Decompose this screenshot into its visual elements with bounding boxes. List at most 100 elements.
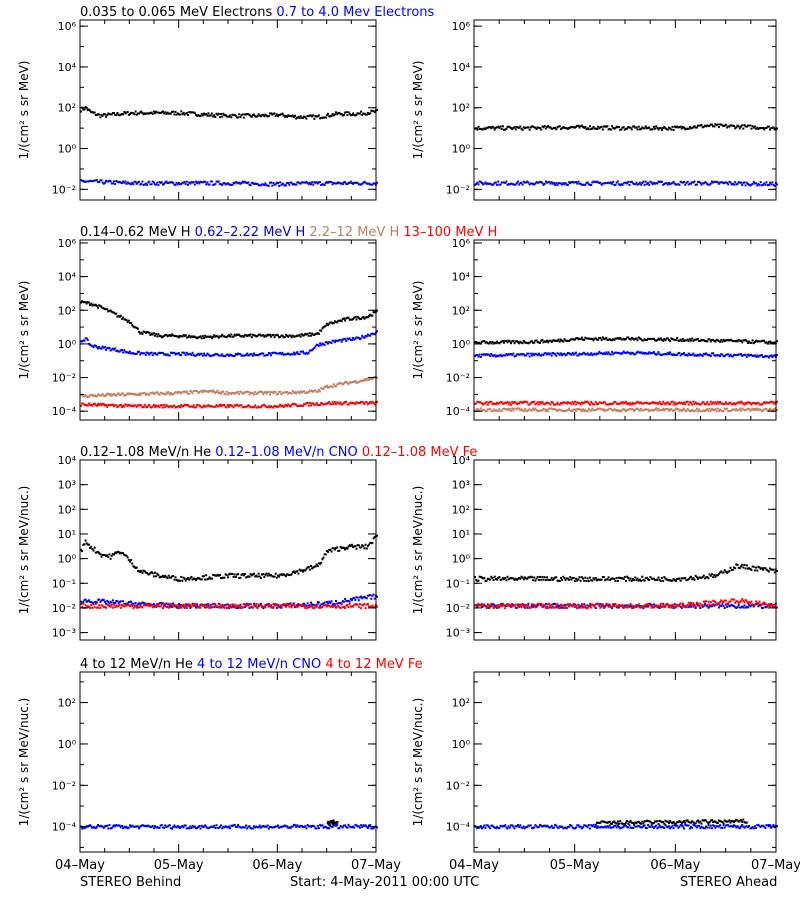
data-point — [678, 126, 681, 129]
data-point — [203, 112, 205, 115]
data-point — [297, 572, 300, 575]
data-point — [677, 402, 680, 404]
data-point — [303, 181, 306, 184]
data-point — [209, 603, 212, 606]
data-point — [114, 394, 117, 397]
data-point — [368, 594, 370, 597]
data-point — [510, 182, 512, 185]
data-point — [355, 381, 358, 384]
data-point — [657, 337, 660, 340]
data-point — [91, 180, 94, 183]
data-point — [376, 605, 378, 608]
data-point — [727, 410, 730, 413]
data-point — [619, 336, 622, 339]
data-point — [93, 111, 96, 114]
data-point — [662, 353, 665, 356]
data-point — [97, 393, 100, 396]
data-point — [176, 392, 179, 395]
data-point — [246, 182, 249, 185]
data-point — [333, 341, 336, 344]
data-point — [136, 393, 139, 396]
data-point — [596, 128, 598, 130]
data-point — [602, 607, 605, 609]
data-point — [716, 181, 719, 184]
data-point — [188, 334, 191, 337]
data-point — [156, 603, 159, 605]
data-point — [157, 333, 160, 336]
data-point — [527, 409, 530, 412]
data-point — [684, 354, 687, 357]
data-point — [719, 355, 722, 358]
data-point — [759, 181, 762, 184]
data-point — [180, 606, 183, 609]
data-point — [657, 180, 660, 183]
data-point — [373, 111, 376, 114]
data-point — [319, 606, 322, 609]
data-point — [97, 606, 100, 609]
data-point — [213, 354, 216, 356]
data-point — [271, 113, 274, 116]
data-point — [585, 400, 588, 403]
data-point — [361, 400, 364, 403]
data-point — [348, 182, 351, 184]
data-point — [749, 402, 752, 405]
data-point — [572, 602, 575, 605]
data-point — [160, 404, 163, 407]
data-point — [755, 566, 758, 569]
data-point — [172, 181, 175, 184]
data-point — [108, 347, 111, 350]
data-point — [708, 407, 711, 410]
data-point — [152, 605, 155, 608]
data-point — [80, 404, 82, 407]
data-point — [162, 392, 164, 395]
data-point — [167, 354, 170, 357]
data-point — [368, 315, 370, 318]
data-point — [109, 113, 112, 116]
data-point — [368, 543, 370, 546]
data-point — [289, 353, 292, 356]
data-point — [282, 183, 285, 186]
data-point — [741, 184, 744, 186]
data-point — [623, 606, 626, 608]
data-point — [699, 403, 702, 406]
data-point — [101, 598, 104, 601]
data-point — [670, 604, 673, 607]
data-point — [280, 334, 283, 337]
data-point — [701, 576, 704, 579]
data-point — [221, 353, 224, 356]
data-point — [659, 180, 662, 183]
data-point — [487, 353, 490, 356]
data-point — [688, 338, 691, 341]
data-point — [267, 572, 270, 575]
data-point — [251, 606, 254, 609]
data-point — [239, 607, 242, 610]
data-point — [526, 180, 529, 183]
data-point — [160, 603, 163, 606]
data-point — [553, 339, 555, 342]
data-point — [513, 578, 516, 581]
data-point — [314, 605, 317, 608]
data-point — [231, 391, 234, 394]
data-point — [735, 607, 738, 609]
data-point — [135, 113, 138, 116]
data-point — [683, 407, 686, 410]
data-point — [711, 123, 713, 126]
data-point — [327, 181, 329, 184]
data-point — [691, 181, 694, 184]
data-point — [245, 113, 248, 116]
data-point — [652, 409, 655, 412]
data-point — [261, 404, 263, 407]
data-point — [681, 181, 684, 184]
data-point — [680, 606, 683, 609]
data-point — [541, 400, 544, 403]
data-point — [491, 403, 494, 406]
data-point — [277, 405, 279, 408]
data-point — [200, 406, 203, 409]
data-point — [221, 333, 224, 336]
data-point — [510, 342, 512, 345]
data-point — [554, 602, 557, 605]
data-point — [101, 307, 104, 310]
data-point — [172, 405, 175, 408]
data-point — [331, 113, 334, 115]
data-point — [678, 603, 681, 606]
